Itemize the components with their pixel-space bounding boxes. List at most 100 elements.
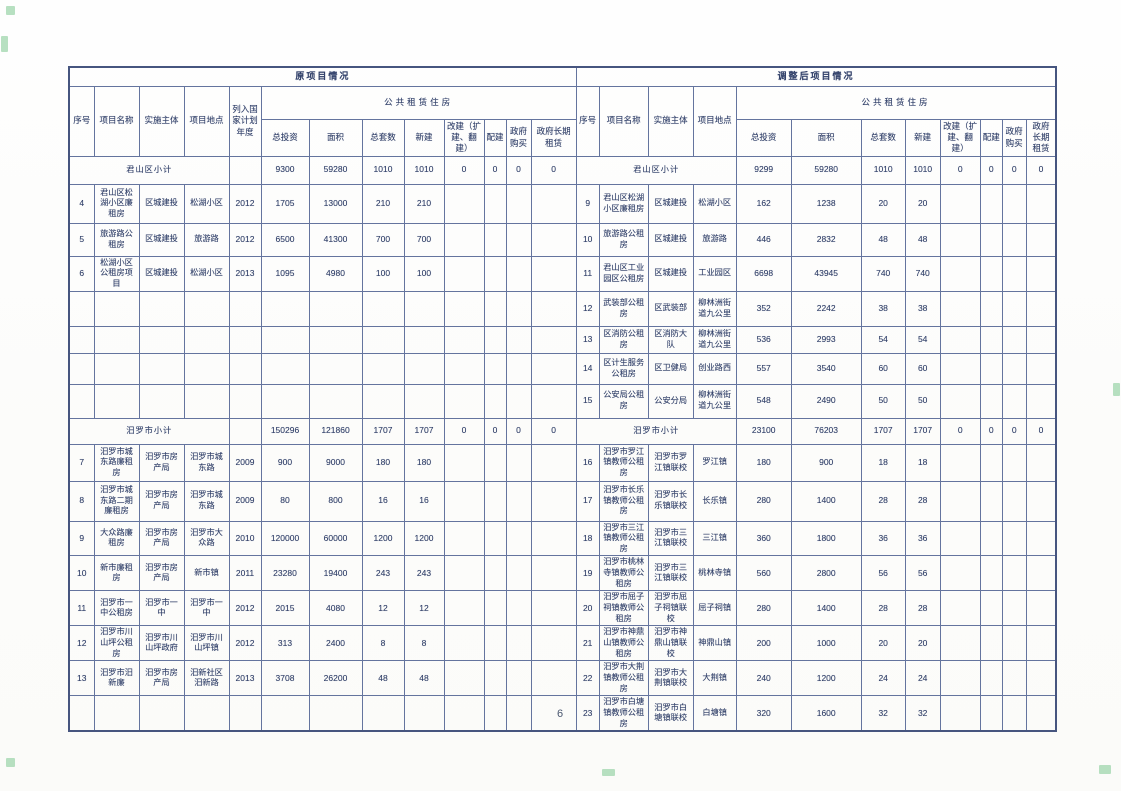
value-cell: 36 <box>860 520 906 557</box>
value-cell <box>483 222 507 257</box>
value-cell: 24 <box>860 660 906 697</box>
value-cell <box>1025 325 1057 354</box>
value-cell: 100 <box>361 255 405 292</box>
value-cell: 0 <box>530 155 577 185</box>
value-cell: 28 <box>904 590 941 627</box>
table-row: 11 汨罗市一中公租房 汨罗市一中 汨罗市一中 2012 2015 4080 12 12 20 汨罗… <box>68 590 1057 627</box>
value-cell: 19400 <box>308 555 363 592</box>
implementing-entity-cell: 区城建投 <box>647 255 694 292</box>
project-location-cell: 创业路西 <box>692 352 737 385</box>
project-location-cell: 神鼎山镇 <box>692 625 737 662</box>
value-cell <box>1001 660 1027 697</box>
value-cell <box>939 290 981 327</box>
value-cell <box>530 555 577 592</box>
value-cell: 180 <box>403 443 445 482</box>
value-cell <box>443 480 485 522</box>
implementing-entity-cell: 汨罗市房产局 <box>138 480 185 522</box>
value-cell: 1238 <box>790 183 862 224</box>
project-name-cell: 汨罗市桃林寺镇教师公租房 <box>598 555 649 592</box>
value-cell <box>1025 660 1057 697</box>
value-cell <box>530 660 577 697</box>
value-cell: 1707 <box>860 417 906 445</box>
value-cell: 700 <box>403 222 445 257</box>
subheader-row: 总投资 面积 总套数 新建 改建（扩建、翻建） 配建 政府购买 政府长期租赁 总… <box>69 118 1057 157</box>
col-header-location: 项目地点 <box>183 85 230 157</box>
implementing-entity-cell: 区消防大队 <box>647 325 694 354</box>
value-cell <box>979 480 1003 522</box>
col-header-total-units: 总套数 <box>860 118 906 157</box>
col-header-project-name: 项目名称 <box>598 85 649 157</box>
value-cell <box>505 183 532 224</box>
value-cell: 360 <box>735 520 792 557</box>
value-cell: 18 <box>904 443 941 482</box>
project-name-cell <box>93 383 140 419</box>
value-cell: 1600 <box>790 695 862 732</box>
value-cell: 20 <box>904 183 941 224</box>
value-cell: 536 <box>735 325 792 354</box>
project-location-cell: 长乐镇 <box>692 480 737 522</box>
value-cell: 280 <box>735 590 792 627</box>
value-cell: 28 <box>860 590 906 627</box>
value-cell <box>1001 383 1027 419</box>
implementing-entity-cell: 区城建投 <box>138 183 185 224</box>
col-header-gov-purchase: 政府购买 <box>505 118 532 157</box>
value-cell <box>505 555 532 592</box>
value-cell: 20 <box>904 625 941 662</box>
col-header-investment: 总投资 <box>260 118 310 157</box>
col-header-renovation: 改建（扩建、翻建） <box>939 118 981 157</box>
row-number-cell: 10 <box>575 222 600 257</box>
value-cell <box>403 325 445 354</box>
table-row: 23 汨罗市白塘镇教师公租房 汨罗市白塘镇联校 白塘镇 320 1600 32 32 <box>68 695 1057 732</box>
value-cell <box>483 695 507 732</box>
project-location-cell: 松湖小区 <box>183 255 230 292</box>
value-cell <box>505 352 532 385</box>
project-location-cell: 汨新社区汨新路 <box>183 660 230 697</box>
row-number-cell: 12 <box>68 625 95 662</box>
row-number-cell <box>68 325 95 354</box>
plan-year-cell: 2012 <box>228 183 262 224</box>
table-row: 15 公安局公租房 公安分局 柳林洲街道九公里 548 2490 50 50 <box>68 383 1057 419</box>
scanner-artifact-mark <box>602 769 615 776</box>
value-cell <box>260 383 310 419</box>
value-cell: 13000 <box>308 183 363 224</box>
plan-year-cell <box>228 383 262 419</box>
value-cell <box>403 352 445 385</box>
value-cell: 48 <box>904 222 941 257</box>
plan-year-cell <box>228 695 262 732</box>
value-cell: 0 <box>1001 417 1027 445</box>
value-cell: 446 <box>735 222 792 257</box>
value-cell <box>939 590 981 627</box>
table-row: 6 松湖小区公租房项目 区城建投 松湖小区 2013 1095 4980 100 100 11 君山… <box>68 255 1057 292</box>
col-header-area: 面积 <box>790 118 862 157</box>
value-cell <box>443 222 485 257</box>
value-cell <box>403 383 445 419</box>
implementing-entity-cell: 汨罗市三江镇联校 <box>647 555 694 592</box>
table-row: 5 旅游路公租房 区城建投 旅游路 2012 6500 41300 700 700 10 旅游路公租… <box>68 222 1057 257</box>
value-cell: 0 <box>1001 155 1027 185</box>
value-cell: 8 <box>403 625 445 662</box>
value-cell <box>1001 183 1027 224</box>
value-cell <box>505 222 532 257</box>
value-cell <box>1025 520 1057 557</box>
value-cell <box>443 325 485 354</box>
value-cell <box>979 590 1003 627</box>
implementing-entity-cell: 汨罗市房产局 <box>138 520 185 557</box>
value-cell <box>361 695 405 732</box>
value-cell <box>483 255 507 292</box>
project-location-cell: 汨罗市城东路 <box>183 443 230 482</box>
value-cell: 240 <box>735 660 792 697</box>
project-name-cell <box>93 695 140 732</box>
value-cell: 60000 <box>308 520 363 557</box>
value-cell: 48 <box>860 222 906 257</box>
subtotal-label: 君山区小计 <box>575 155 737 185</box>
value-cell: 60 <box>860 352 906 385</box>
row-number-cell: 22 <box>575 660 600 697</box>
value-cell: 9000 <box>308 443 363 482</box>
implementing-entity-cell: 区城建投 <box>138 255 185 292</box>
subtotal-label: 君山区小计 <box>68 155 230 185</box>
value-cell <box>443 352 485 385</box>
value-cell <box>483 555 507 592</box>
value-cell: 80 <box>260 480 310 522</box>
value-cell: 1010 <box>860 155 906 185</box>
